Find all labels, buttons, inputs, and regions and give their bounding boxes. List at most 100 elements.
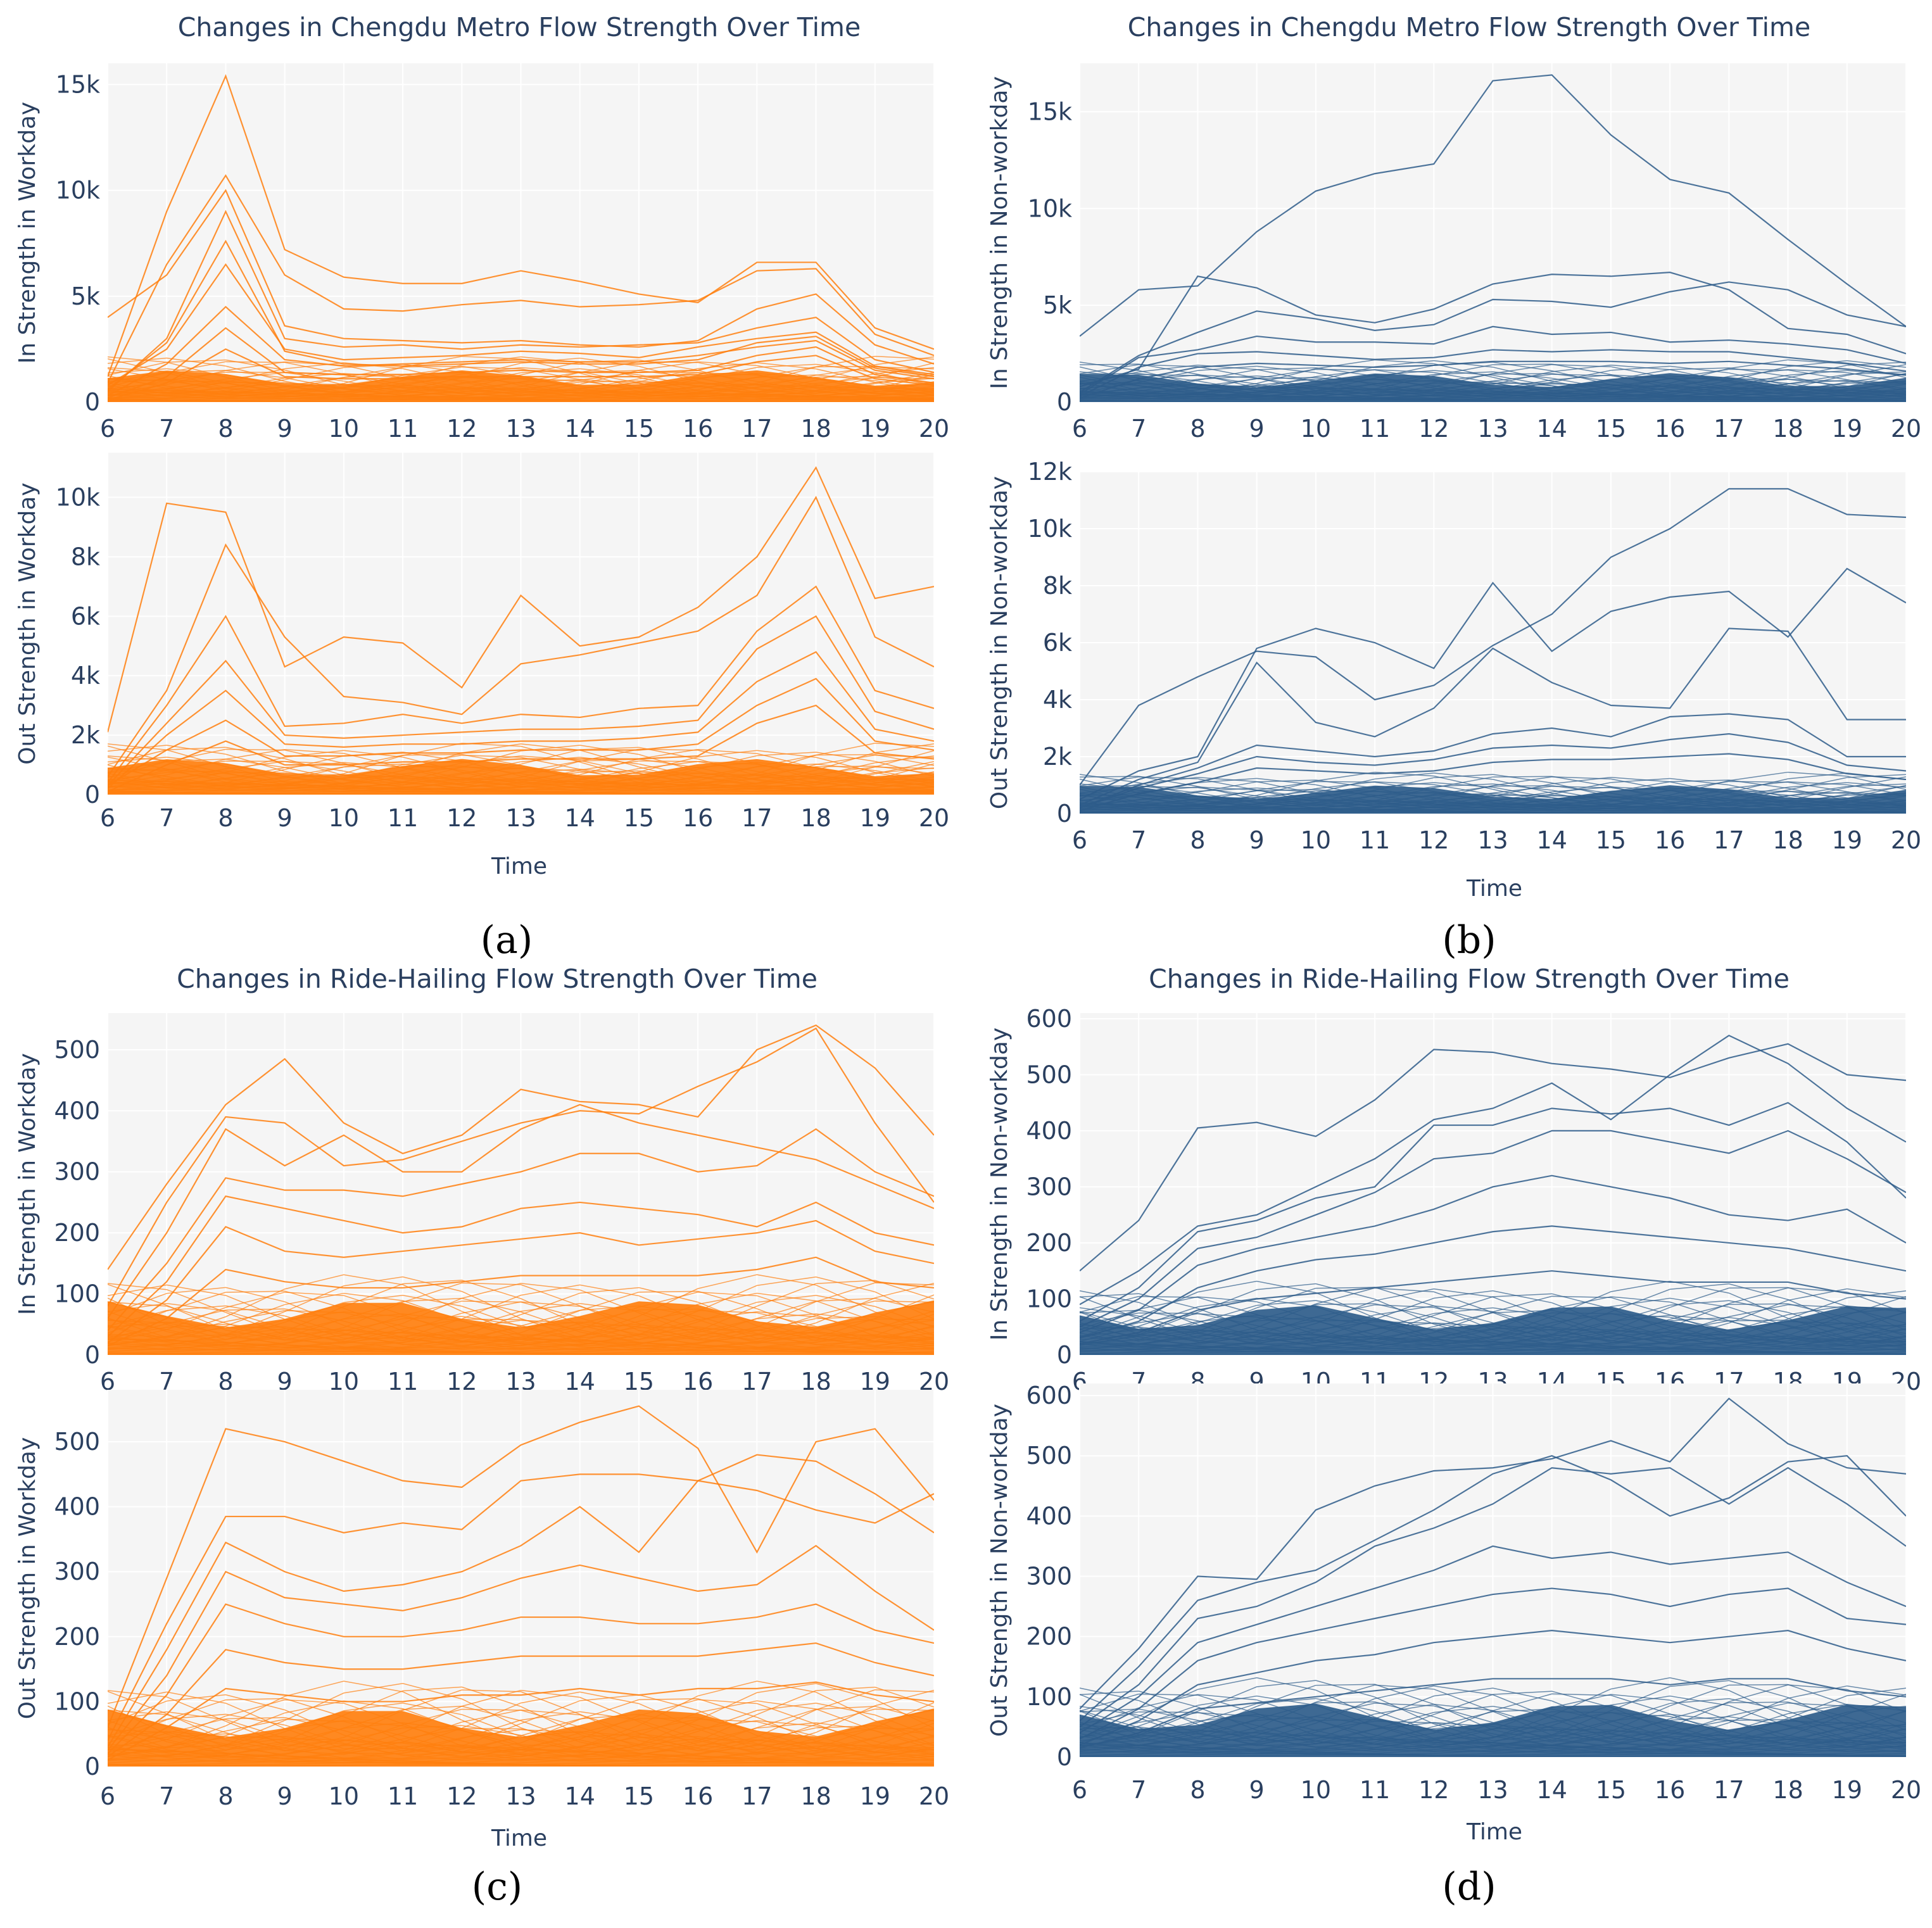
background-series-line <box>1080 1314 1906 1346</box>
background-series-line <box>108 745 934 784</box>
background-series-line <box>1080 1283 1906 1341</box>
y-axis-label: Out Strength in Non-workday <box>987 1404 1013 1737</box>
x-tick-label: 13 <box>1477 826 1508 854</box>
x-tick-label: 14 <box>565 1782 595 1810</box>
x-tick-label: 11 <box>388 804 418 832</box>
chart-c: Changes in Ride-Hailing Flow Strength Ov… <box>15 964 949 1909</box>
y-tick-label: 0 <box>1057 1743 1072 1771</box>
series-line-station-2 <box>1080 567 1906 800</box>
chart-title: Changes in Chengdu Metro Flow Strength O… <box>178 12 861 42</box>
series-line-station-2 <box>1080 272 1906 387</box>
y-tick-label: 400 <box>1026 1117 1072 1145</box>
background-series-line <box>108 1323 934 1349</box>
series-line-station-6 <box>1080 360 1906 399</box>
x-axis-label: Time <box>491 1825 547 1851</box>
background-series-line <box>108 373 934 396</box>
plot-panel-in: 0 5k 10k 15k 6 7 8 9 10 11 12 13 14 15 16 17 18 19 20 In St… <box>15 63 949 443</box>
background-series-line <box>1080 369 1906 396</box>
background-series-line <box>1080 772 1906 805</box>
x-tick-label: 16 <box>1655 826 1685 854</box>
background-series-line <box>1080 360 1906 393</box>
x-tick-label: 18 <box>1772 1776 1803 1804</box>
background-series-line <box>1080 1316 1906 1348</box>
background-series-line <box>1080 1687 1906 1742</box>
background-series-line <box>108 372 934 396</box>
y-tick-label: 10k <box>56 483 100 511</box>
background-series-line <box>1080 1287 1906 1342</box>
series-group <box>108 74 934 402</box>
panel-caption: (d) <box>1442 1865 1496 1909</box>
x-tick-label: 12 <box>1418 415 1449 443</box>
series-line-station-5 <box>108 263 934 386</box>
x-tick-label: 8 <box>218 1782 233 1810</box>
background-series-line <box>1080 781 1906 808</box>
background-series-line <box>1080 783 1906 808</box>
x-tick-label: 6 <box>100 804 115 832</box>
background-series-line <box>108 356 934 393</box>
background-series-line <box>1080 1684 1906 1742</box>
series-line-station-7 <box>108 239 934 390</box>
series-line-station-3 <box>108 585 934 783</box>
background-series-line <box>1080 365 1906 395</box>
x-tick-label: 19 <box>860 1782 890 1810</box>
x-tick-label: 13 <box>505 804 536 832</box>
x-tick-label: 6 <box>100 415 115 443</box>
background-series-line <box>108 355 934 393</box>
y-tick-label: 0 <box>85 1753 100 1780</box>
x-tick-label: 12 <box>1418 826 1449 854</box>
x-tick-label: 16 <box>683 804 713 832</box>
background-series-line <box>108 1311 934 1346</box>
background-series-line <box>108 1755 934 1765</box>
y-tick-label: 15k <box>1028 98 1072 125</box>
x-tick-label: 15 <box>1596 1776 1626 1804</box>
background-series-line <box>108 1694 934 1752</box>
series-line-station-1 <box>1080 74 1906 337</box>
series-line-area-3 <box>108 1454 934 1748</box>
background-series-line <box>108 374 934 397</box>
x-tick-label: 17 <box>742 415 772 443</box>
y-tick-label: 0 <box>85 1341 100 1369</box>
y-axis-label: In Strength in Non-workday <box>987 76 1013 389</box>
series-group <box>1080 1035 1906 1355</box>
x-tick-label: 8 <box>1190 826 1205 854</box>
x-tick-label: 19 <box>1832 1776 1862 1804</box>
x-tick-label: 10 <box>329 415 359 443</box>
background-series-line <box>108 377 934 398</box>
background-series-line <box>108 755 934 787</box>
series-line-area-4 <box>1080 1545 1906 1734</box>
y-tick-label: 2k <box>1043 743 1072 771</box>
x-tick-label: 19 <box>860 415 890 443</box>
x-tick-label: 18 <box>800 804 831 832</box>
y-axis-label: Out Strength in Non-workday <box>987 476 1013 809</box>
background-series-line <box>1080 782 1906 807</box>
y-axis-label: Out Strength in Workday <box>15 482 41 765</box>
background-series-line <box>108 763 934 789</box>
y-tick-label: 100 <box>54 1687 100 1715</box>
background-series-line <box>1080 1288 1906 1341</box>
y-tick-label: 500 <box>54 1428 100 1456</box>
plot-panel-in: 0 5k 10k 15k 6 7 8 9 10 11 12 13 14 15 16 17 18 19 20 In St… <box>987 63 1921 443</box>
x-tick-label: 17 <box>1714 1776 1744 1804</box>
series-line-area-1 <box>1080 1043 1906 1272</box>
y-tick-label: 200 <box>54 1623 100 1651</box>
y-tick-label: 5k <box>71 282 100 310</box>
y-tick-label: 400 <box>1026 1502 1072 1530</box>
series-line-area-3 <box>1080 1102 1906 1322</box>
y-tick-label: 100 <box>1026 1285 1072 1313</box>
series-line-station-5 <box>108 651 934 790</box>
y-axis-label: In Strength in Non-workday <box>987 1028 1013 1340</box>
x-tick-label: 11 <box>388 1782 418 1810</box>
y-tick-label: 600 <box>1026 1005 1072 1033</box>
background-series-line <box>1080 1312 1906 1347</box>
series-line-area-3 <box>1080 1466 1906 1728</box>
y-axis-label: In Strength in Workday <box>15 102 41 364</box>
background-series-line <box>108 366 934 396</box>
background-series-line <box>108 1283 934 1340</box>
x-tick-label: 7 <box>159 1782 174 1810</box>
x-tick-label: 13 <box>505 1782 536 1810</box>
y-tick-label: 6k <box>71 602 100 630</box>
y-axis-label: Out Strength in Workday <box>15 1437 41 1720</box>
background-series-line <box>108 357 934 393</box>
panel-caption: (b) <box>1442 918 1496 962</box>
x-tick-label: 14 <box>1537 1776 1567 1804</box>
